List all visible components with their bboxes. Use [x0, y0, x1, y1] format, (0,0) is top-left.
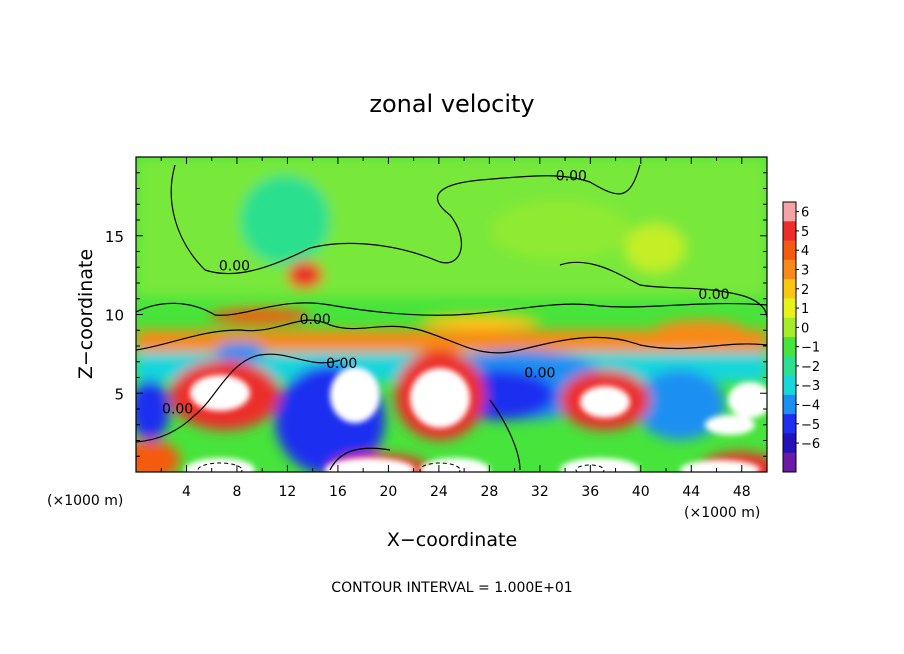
colorbar-level-label: −4 — [801, 399, 820, 414]
y-tick-label: 15 — [105, 228, 124, 246]
contour-interval-footer: CONTOUR INTERVAL = 1.000E+01 — [331, 580, 572, 596]
x-tick-label: 32 — [531, 484, 549, 500]
colorbar-swatch — [783, 356, 796, 377]
colorbar-swatch — [783, 259, 796, 280]
colorbar-swatch — [783, 279, 796, 299]
y-axis-label: Z−coordinate — [75, 249, 97, 379]
colorbar-swatch — [783, 414, 796, 434]
contour-label: 0.00 — [300, 312, 331, 328]
colorbar-swatch — [783, 317, 796, 338]
colorbar-level-label: 4 — [801, 244, 809, 259]
x-tick-label: 16 — [329, 484, 347, 500]
x-tick-label: 28 — [480, 484, 498, 500]
x-unit-right: (×1000 m) — [684, 505, 760, 521]
contour-label: 0.00 — [556, 169, 587, 185]
chart-title: zonal velocity — [369, 90, 534, 118]
x-tick-label: 12 — [279, 484, 297, 500]
x-tick-label: 8 — [232, 484, 241, 500]
colorbar-level-label: 0 — [801, 321, 809, 336]
x-tick-label: 48 — [733, 484, 751, 500]
colorbar: 6 5 4 3 2 1 0 −1 −2 −3 −4 −5 −6 — [782, 201, 820, 473]
colorbar-swatch — [783, 375, 796, 396]
contour-lines — [136, 164, 767, 471]
x-tick-label: 40 — [632, 484, 650, 500]
colorbar-level-label: −6 — [801, 437, 820, 452]
x-tick-label: 4 — [182, 484, 191, 500]
colorbar-level-label: 6 — [801, 206, 809, 221]
colorbar-swatch — [783, 433, 796, 454]
y-tick-label: 10 — [105, 307, 124, 325]
colorbar-swatch — [783, 221, 796, 242]
contour-label: 0.00 — [698, 287, 729, 303]
x-tick-label: 24 — [430, 484, 448, 500]
contour-label: 0.00 — [524, 366, 555, 382]
x-tick-label: 20 — [379, 484, 397, 500]
colorbar-frame — [782, 201, 797, 473]
y-axis: 5 10 15 — [105, 172, 767, 457]
x-axis: 4 8 12 16 20 24 28 32 36 40 44 48 — [160, 157, 751, 500]
x-unit-left: (×1000 m) — [47, 493, 123, 509]
x-tick-label: 44 — [682, 484, 700, 500]
colorbar-level-label: 5 — [801, 225, 809, 240]
colorbar-level-label: 3 — [801, 264, 809, 279]
contour-label: 0.00 — [219, 258, 250, 274]
colorbar-level-label: −5 — [801, 418, 820, 433]
x-tick-label: 36 — [581, 484, 599, 500]
y-tick-label: 5 — [114, 385, 124, 403]
colorbar-level-label: −3 — [801, 379, 820, 394]
colorbar-swatch — [783, 240, 796, 261]
colorbar-level-label: −1 — [801, 341, 820, 356]
colorbar-swatch — [783, 394, 796, 415]
colorbar-swatch — [783, 337, 796, 357]
colorbar-level-label: −2 — [801, 360, 820, 375]
contour-label: 0.00 — [326, 356, 357, 372]
colorbar-level-label: 1 — [801, 302, 809, 317]
colorbar-swatch — [783, 202, 796, 222]
colorbar-level-label: 2 — [801, 283, 809, 298]
contour-labels: 0.00 0.00 0.00 0.00 0.00 0.00 0.00 — [162, 169, 730, 418]
dashed-contours — [197, 462, 605, 472]
velocity-field — [136, 157, 767, 472]
x-axis-label: X−coordinate — [387, 529, 517, 551]
contour-label: 0.00 — [162, 402, 193, 418]
colorbar-swatch — [783, 298, 796, 319]
colorbar-swatch — [783, 452, 796, 473]
